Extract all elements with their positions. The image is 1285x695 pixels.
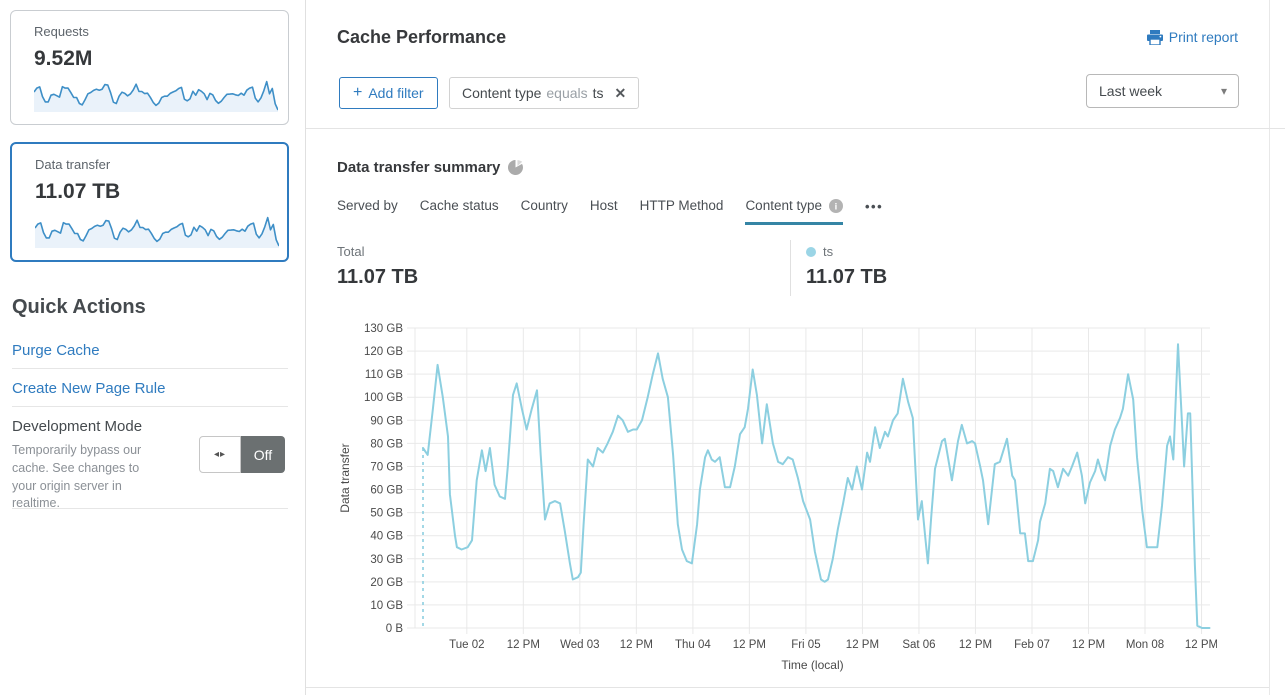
svg-text:i: i: [835, 201, 838, 212]
summary-title: Data transfer summary: [337, 159, 524, 176]
sidebar: Requests 9.52M Data transfer 11.07 TB Qu…: [0, 0, 305, 695]
requests-metric-card[interactable]: Requests 9.52M: [10, 10, 289, 125]
data-transfer-metric-card[interactable]: Data transfer 11.07 TB: [10, 142, 289, 262]
requests-card-value: 9.52M: [34, 47, 93, 70]
svg-text:70 GB: 70 GB: [370, 461, 403, 473]
svg-text:Feb 07: Feb 07: [1014, 639, 1050, 651]
development-mode-toggle[interactable]: ◂▸ Off: [199, 436, 285, 473]
svg-text:40 GB: 40 GB: [370, 531, 403, 543]
svg-text:12 PM: 12 PM: [733, 639, 766, 651]
series-name: ts: [823, 244, 834, 259]
development-mode-title: Development Mode: [12, 418, 143, 435]
tab-content-type[interactable]: Content type i: [745, 198, 843, 225]
svg-text:120 GB: 120 GB: [364, 346, 403, 358]
svg-text:30 GB: 30 GB: [370, 554, 403, 566]
toggle-knob: ◂▸: [199, 436, 241, 473]
svg-text:130 GB: 130 GB: [364, 323, 403, 335]
legend-dot-icon: [806, 246, 816, 257]
svg-text:Sat 06: Sat 06: [902, 639, 935, 651]
data-transfer-card-value: 11.07 TB: [35, 180, 121, 203]
svg-text:Fri 05: Fri 05: [791, 639, 820, 651]
divider: [12, 406, 288, 407]
toggle-off-state: Off: [241, 436, 285, 473]
svg-text:Time (local): Time (local): [781, 658, 843, 672]
print-report-link[interactable]: Print report: [1146, 29, 1238, 45]
time-range-select[interactable]: Last week ▾: [1086, 74, 1239, 108]
tab-host[interactable]: Host: [590, 198, 618, 215]
remove-filter-icon[interactable]: ✕: [614, 84, 627, 101]
tab-label: Served by: [337, 198, 398, 213]
dimension-tabs: Served by Cache status Country Host HTTP…: [337, 198, 884, 225]
svg-text:Tue 02: Tue 02: [449, 639, 484, 651]
svg-text:10 GB: 10 GB: [370, 600, 403, 612]
svg-text:12 PM: 12 PM: [620, 639, 653, 651]
divider: [790, 240, 791, 296]
svg-text:20 GB: 20 GB: [370, 577, 403, 589]
add-filter-button[interactable]: + Add filter: [339, 77, 438, 109]
page-right-edge: [1269, 0, 1270, 695]
time-range-value: Last week: [1099, 83, 1163, 99]
filter-chip[interactable]: Content type equals ts ✕: [449, 77, 640, 109]
quick-actions-title: Quick Actions: [12, 296, 146, 318]
requests-sparkline-chart: [34, 80, 278, 112]
page-title: Cache Performance: [337, 27, 507, 47]
divider: [12, 508, 288, 509]
panel-divider: [305, 0, 306, 695]
divider: [12, 368, 288, 369]
tab-label: HTTP Method: [639, 198, 724, 213]
tab-http-method[interactable]: HTTP Method: [640, 198, 724, 215]
svg-text:80 GB: 80 GB: [370, 438, 403, 450]
pie-chart-icon: [508, 160, 524, 175]
filter-operator: equals: [546, 85, 588, 101]
svg-text:Data transfer: Data transfer: [338, 443, 352, 512]
svg-text:90 GB: 90 GB: [370, 415, 403, 427]
svg-text:12 PM: 12 PM: [846, 639, 879, 651]
more-tabs-icon[interactable]: •••: [865, 199, 884, 214]
svg-text:12 PM: 12 PM: [959, 639, 992, 651]
svg-text:110 GB: 110 GB: [365, 369, 403, 381]
svg-text:12 PM: 12 PM: [507, 639, 540, 651]
tab-label: Country: [520, 198, 568, 213]
filter-value: ts: [592, 85, 604, 101]
add-filter-label: Add filter: [368, 85, 424, 101]
tab-label: Cache status: [419, 198, 499, 213]
series-value: 11.07 TB: [806, 266, 888, 288]
summary-title-text: Data transfer summary: [337, 159, 501, 176]
divider: [306, 128, 1285, 129]
tab-label: Host: [589, 198, 618, 213]
requests-card-label: Requests: [34, 24, 89, 39]
svg-text:Thu 04: Thu 04: [675, 639, 711, 651]
print-report-label: Print report: [1168, 29, 1238, 45]
data-transfer-card-label: Data transfer: [35, 157, 111, 172]
info-icon[interactable]: i: [829, 198, 843, 213]
series-legend: ts: [806, 244, 833, 259]
filter-field: Content type: [462, 85, 542, 101]
svg-text:50 GB: 50 GB: [370, 508, 403, 520]
tab-served-by[interactable]: Served by: [337, 198, 398, 215]
total-value: 11.07 TB: [337, 266, 419, 288]
divider: [306, 687, 1269, 688]
total-label: Total: [337, 244, 365, 259]
svg-text:Mon 08: Mon 08: [1126, 639, 1164, 651]
tab-label: Content type: [745, 198, 822, 213]
tab-country[interactable]: Country: [521, 198, 568, 215]
svg-text:60 GB: 60 GB: [370, 485, 403, 497]
purge-cache-link[interactable]: Purge Cache: [12, 342, 100, 359]
svg-text:12 PM: 12 PM: [1072, 639, 1105, 651]
svg-text:12 PM: 12 PM: [1185, 639, 1217, 651]
development-mode-description: Temporarily bypass our cache. See change…: [12, 443, 142, 511]
svg-text:Wed 03: Wed 03: [560, 639, 599, 651]
data-transfer-sparkline-chart: [35, 216, 279, 248]
toggle-arrows-icon: ◂▸: [213, 449, 227, 460]
svg-text:0 B: 0 B: [386, 623, 404, 635]
plus-icon: +: [353, 84, 363, 101]
printer-icon: [1146, 29, 1163, 45]
chevron-down-icon: ▾: [1220, 84, 1227, 98]
tab-cache-status[interactable]: Cache status: [420, 198, 499, 215]
data-transfer-line-chart: 0 B 10 GB 20 GB 30 GB 40 GB 50 GB 60 GB 70 GB 80…: [338, 323, 1217, 672]
create-page-rule-link[interactable]: Create New Page Rule: [12, 380, 166, 397]
svg-text:100 GB: 100 GB: [364, 392, 403, 404]
